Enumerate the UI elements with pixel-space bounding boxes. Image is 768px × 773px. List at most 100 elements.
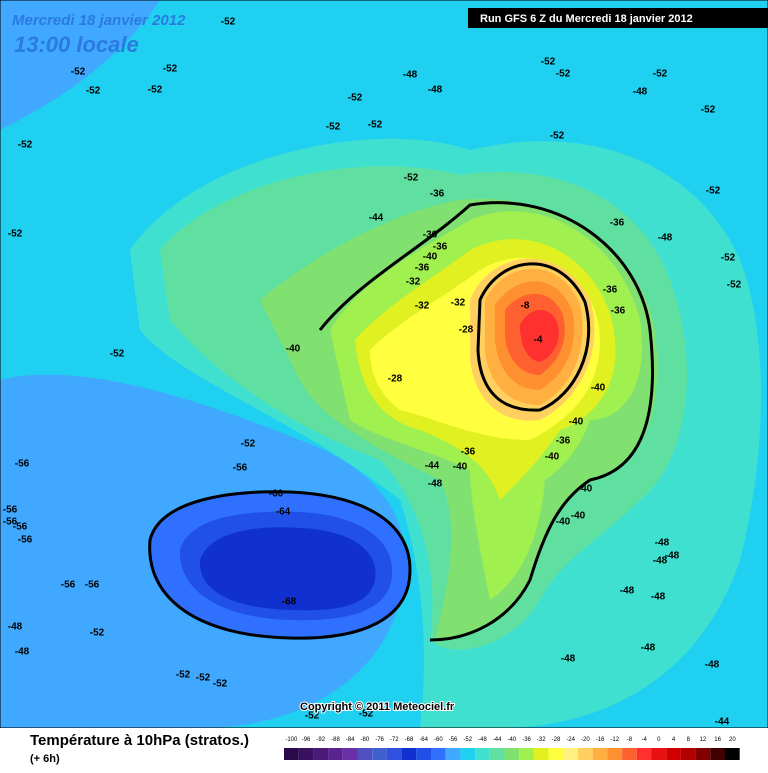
- contour-label: -52: [8, 229, 23, 240]
- contour-label: -52: [163, 64, 178, 75]
- colorbar-swatch: [607, 748, 623, 760]
- colorbar-swatch: [475, 748, 490, 760]
- footer-title: Température à 10hPa (stratos.): [30, 732, 249, 749]
- contour-label: -40: [578, 484, 593, 495]
- colorbar-label: -40: [508, 737, 517, 743]
- colorbar-swatch: [313, 748, 329, 760]
- colorbar-label: 16: [714, 737, 721, 743]
- contour-label: -52: [18, 140, 33, 151]
- contour-label: -48: [428, 479, 443, 490]
- colorbar-swatch: [416, 748, 431, 760]
- run-box: [468, 8, 768, 28]
- contour-label: -28: [459, 325, 474, 336]
- contour-label: -52: [110, 349, 125, 360]
- colorbar-label: -56: [449, 737, 458, 743]
- contour-20: [476, 262, 591, 412]
- contour-label: -48: [655, 538, 670, 549]
- colorbar-label: -28: [552, 737, 561, 743]
- contour-label: -56: [15, 459, 30, 470]
- contour-label: -32: [406, 277, 421, 288]
- contour-label: -48: [641, 643, 656, 654]
- contour-labels: -52-52-52-52-52-52-52-52 -52-52-48-48-52-…: [3, 17, 742, 728]
- colorbar-label: -12: [610, 737, 619, 743]
- contour-label: -36: [611, 306, 626, 317]
- colorbar-swatch: [372, 748, 387, 760]
- contour-label: -52: [196, 673, 211, 684]
- contour-40: [318, 201, 654, 642]
- colorbar-label: 8: [687, 737, 691, 743]
- contour-label: -36: [423, 230, 438, 241]
- contour-label: -52: [305, 711, 320, 722]
- colorbar-label: -44: [493, 737, 502, 743]
- colorbar-swatch: [680, 748, 696, 760]
- contour-label: -40: [591, 383, 606, 394]
- colorbar-label: 0: [657, 737, 661, 743]
- contour-label: -40: [569, 417, 584, 428]
- colorbar-swatch: [592, 748, 608, 760]
- colorbar-swatch: [636, 748, 652, 760]
- run: Run GFS 6 Z du Mercredi 18 janvier 2012: [480, 13, 693, 25]
- colorbar-swatch: [460, 748, 476, 760]
- contour-label: -52: [90, 628, 105, 639]
- contour-label: -36: [556, 436, 571, 447]
- contour-label: -52: [706, 186, 721, 197]
- colorbar-swatch: [548, 748, 564, 760]
- contour-label: -52: [701, 105, 716, 116]
- contour-label: -48: [705, 660, 720, 671]
- time: 13:00 locale: [14, 32, 139, 57]
- colorbar-label: -24: [566, 737, 575, 743]
- contour-label: -56: [3, 505, 18, 516]
- contour-label: -48: [15, 647, 30, 658]
- contour-label: -60: [269, 489, 284, 500]
- colorbar-label: -92: [316, 737, 325, 743]
- contour-label: -40: [545, 452, 560, 463]
- contour-label: -52: [213, 679, 228, 690]
- contour-label: -4: [534, 335, 543, 346]
- contour-label: -64: [276, 507, 291, 518]
- contour-label: -44: [369, 213, 384, 224]
- colorbar-swatch: [386, 748, 402, 760]
- contour-label: -48: [403, 70, 418, 81]
- contour-label: -48: [651, 592, 666, 603]
- colorbar-swatch: [651, 748, 667, 760]
- colorbar-label: -88: [331, 737, 340, 743]
- colorbar-label: -64: [419, 737, 428, 743]
- contour-label: -40: [556, 517, 571, 528]
- contour-label: -36: [433, 242, 448, 253]
- colorbar-swatch: [533, 748, 549, 760]
- contour-label: -52: [326, 122, 341, 133]
- contour-label: -52: [86, 86, 101, 97]
- contour-label: -32: [451, 298, 466, 309]
- contour-label: -56: [3, 517, 18, 528]
- colorbar-label: -8: [627, 737, 633, 743]
- contour-label: -56: [18, 535, 33, 546]
- contour-label: -48: [620, 586, 635, 597]
- colorbar-swatch: [519, 748, 534, 760]
- colorbar-label: -4: [641, 737, 647, 743]
- colorbar-label: 12: [700, 737, 707, 743]
- contour-label: -52: [176, 670, 191, 681]
- colorbar-swatch: [578, 748, 593, 760]
- contour-label: -52: [71, 67, 86, 78]
- region-68: [199, 527, 376, 611]
- colorbar-swatch: [357, 748, 373, 760]
- contour-label: -40: [453, 462, 468, 473]
- colorbar-label: -76: [375, 737, 384, 743]
- contour-label: -52: [241, 439, 256, 450]
- contour-label: -52: [348, 93, 363, 104]
- contour-label: -52: [359, 709, 374, 720]
- colorbar-label: -48: [478, 737, 487, 743]
- colorbar-label: -16: [596, 737, 605, 743]
- contour-label: -36: [415, 263, 430, 274]
- contour-label: -52: [721, 253, 736, 264]
- contour-label: -48: [665, 551, 680, 562]
- colorbar-swatch: [489, 748, 505, 760]
- contour-label: -56: [85, 580, 100, 591]
- footer-lead: (+ 6h): [30, 753, 60, 765]
- contour-label: -36: [461, 447, 476, 458]
- colorbar: -100 -96 -92 -88 -84 -80 -76 -72 -68 -64 -60 -56 -52…: [284, 737, 740, 760]
- contour-label: -48: [8, 622, 23, 633]
- contour-label: -52: [368, 120, 383, 131]
- contour-label: -40: [286, 344, 301, 355]
